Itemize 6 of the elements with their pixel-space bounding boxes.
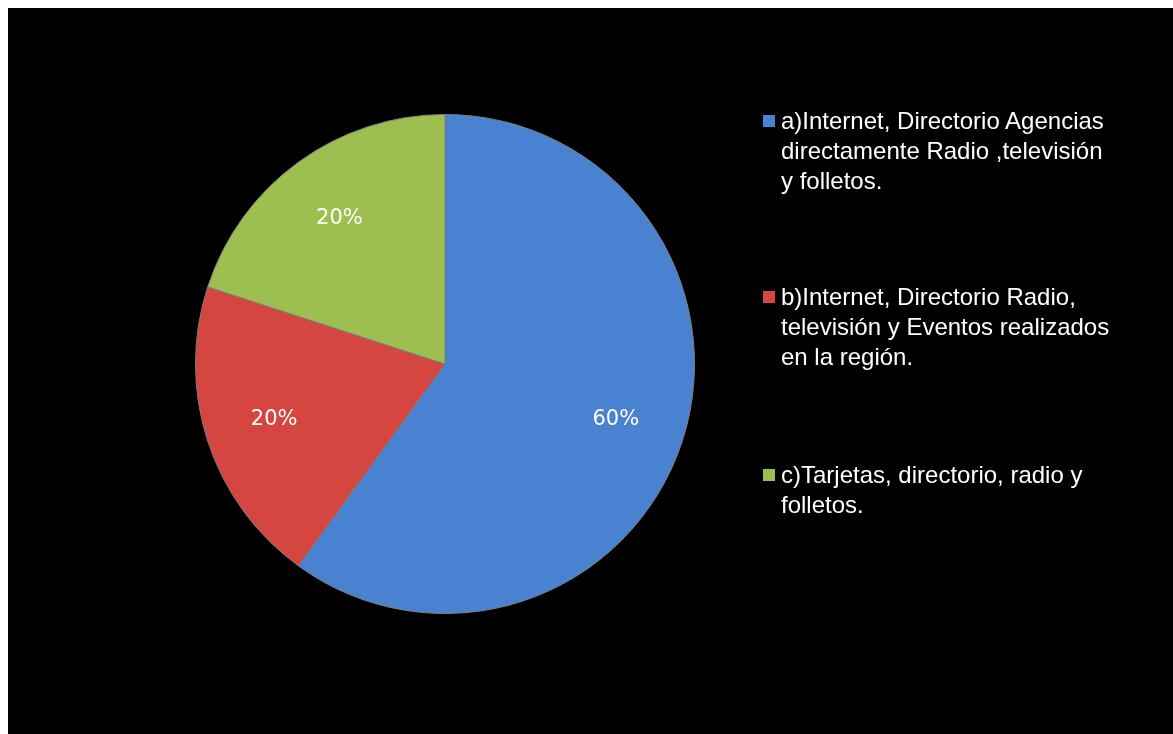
legend-label: c)Tarjetas, directorio, radio y folletos. bbox=[781, 460, 1084, 520]
data-label: 60% bbox=[592, 405, 640, 430]
data-label: 20% bbox=[250, 405, 298, 430]
data-label: 20% bbox=[316, 205, 363, 230]
legend-label: b)Internet, Directorio Radio, televisión y Eventos realizados en la región. bbox=[781, 282, 1111, 372]
legend-label: a)Internet, Directorio Agencias directamente Radio ,televisión y folletos. bbox=[781, 106, 1105, 196]
